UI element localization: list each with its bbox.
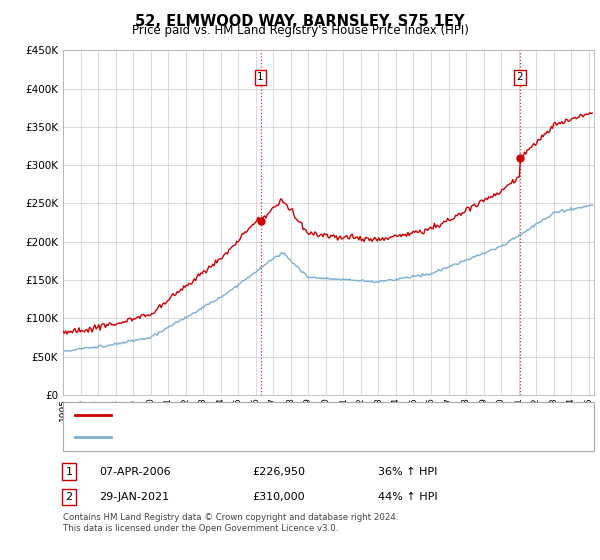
Text: Price paid vs. HM Land Registry's House Price Index (HPI): Price paid vs. HM Land Registry's House … [131, 24, 469, 36]
Text: 1: 1 [65, 466, 73, 477]
Text: 2: 2 [65, 492, 73, 502]
Text: 1: 1 [257, 72, 264, 82]
Text: Contains HM Land Registry data © Crown copyright and database right 2024.: Contains HM Land Registry data © Crown c… [63, 513, 398, 522]
Text: £226,950: £226,950 [252, 466, 305, 477]
Text: 52, ELMWOOD WAY, BARNSLEY, S75 1EY: 52, ELMWOOD WAY, BARNSLEY, S75 1EY [135, 14, 465, 29]
Text: £310,000: £310,000 [252, 492, 305, 502]
Text: This data is licensed under the Open Government Licence v3.0.: This data is licensed under the Open Gov… [63, 524, 338, 533]
Text: 2: 2 [517, 72, 523, 82]
Text: 52, ELMWOOD WAY, BARNSLEY, S75 1EY (detached house): 52, ELMWOOD WAY, BARNSLEY, S75 1EY (deta… [117, 410, 445, 421]
Text: 07-APR-2006: 07-APR-2006 [99, 466, 170, 477]
Text: HPI: Average price, detached house, Barnsley: HPI: Average price, detached house, Barn… [117, 432, 372, 442]
Text: 36% ↑ HPI: 36% ↑ HPI [378, 466, 437, 477]
Text: 29-JAN-2021: 29-JAN-2021 [99, 492, 169, 502]
Text: 44% ↑ HPI: 44% ↑ HPI [378, 492, 437, 502]
